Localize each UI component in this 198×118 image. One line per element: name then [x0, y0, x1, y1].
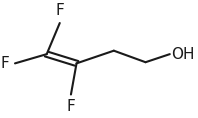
Text: F: F	[55, 3, 64, 18]
Text: F: F	[1, 56, 10, 71]
Text: F: F	[67, 99, 75, 114]
Text: OH: OH	[171, 47, 194, 62]
